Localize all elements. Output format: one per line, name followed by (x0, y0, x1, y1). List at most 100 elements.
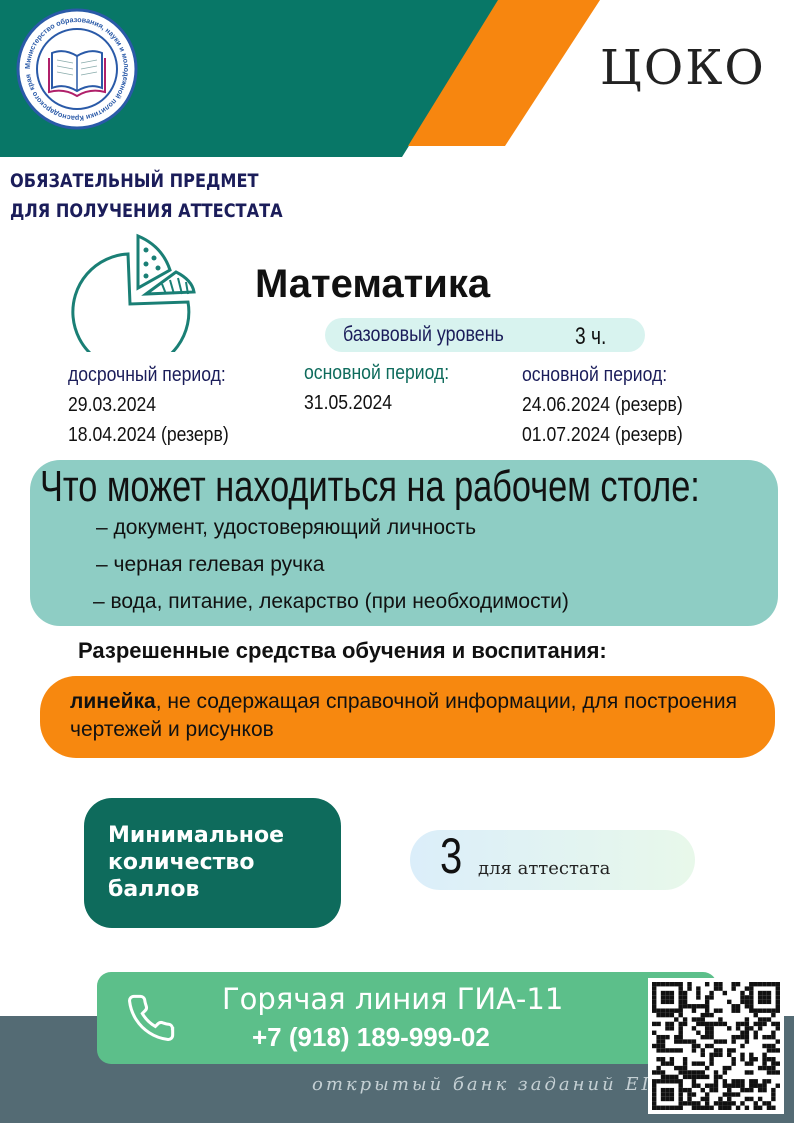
qr-module (669, 1048, 675, 1053)
book-icon (48, 50, 106, 98)
qr-module (757, 1021, 763, 1027)
level-badge: базововый уровень 3 ч. (325, 318, 645, 352)
heading-line2: ДЛЯ ПОЛУЧЕНИЯ АТТЕСТАТА (10, 200, 283, 222)
qr-module (735, 982, 741, 987)
qr-module (691, 1101, 697, 1106)
qr-module (665, 1074, 670, 1080)
min-label-line: баллов (108, 877, 200, 902)
qr-module (713, 1021, 719, 1027)
qr-module (678, 1101, 683, 1106)
qr-module (691, 1008, 697, 1013)
qr-module (709, 1052, 714, 1058)
qr-module (674, 1034, 679, 1040)
qr-module (731, 1083, 736, 1088)
qr-module (700, 1017, 705, 1022)
qr-module (775, 990, 780, 996)
min-label-line: количество (108, 850, 255, 875)
qr-module (656, 1065, 661, 1071)
qr-module (669, 999, 675, 1005)
qr-module (700, 1052, 705, 1058)
qr-module (700, 1021, 705, 1027)
qr-module (718, 1101, 723, 1106)
qr-module (718, 986, 723, 991)
qr-module (652, 1092, 657, 1097)
desk-item: – вода, питание, лекарство (при необходи… (93, 590, 569, 613)
qr-module (660, 1034, 666, 1040)
qr-module (762, 1057, 767, 1062)
qr-module (731, 1061, 736, 1066)
period-date: 29.03.2024 (68, 394, 157, 416)
qr-module (713, 1052, 719, 1058)
qr-module (709, 1061, 714, 1066)
qr-module (713, 986, 719, 991)
qr-module (749, 1070, 754, 1075)
qr-module (682, 990, 688, 996)
qr-module (700, 1087, 705, 1093)
qr-module (656, 1012, 661, 1018)
qr-module (660, 1096, 666, 1102)
score-box (410, 830, 695, 890)
qr-module (713, 1087, 719, 1093)
qr-module (674, 1048, 679, 1053)
qr-module (656, 1021, 661, 1027)
qr-module (678, 1034, 683, 1040)
qr-module (753, 1021, 758, 1027)
qr-module (722, 1092, 728, 1097)
qr-module (727, 1052, 732, 1058)
qr-module (727, 1065, 732, 1071)
qr-module (656, 1105, 661, 1110)
qr-module (749, 1057, 754, 1062)
qr-module (775, 1008, 780, 1013)
qr-module (660, 1079, 666, 1084)
qr-module (669, 1105, 675, 1110)
qr-module (771, 1021, 776, 1027)
qr-code[interactable] (648, 978, 784, 1114)
qr-module (682, 1039, 688, 1044)
qr-module (652, 982, 657, 987)
qr-module (735, 1105, 741, 1110)
qr-module (775, 1004, 780, 1009)
qr-module (749, 1052, 754, 1058)
qr-module (735, 1092, 741, 1097)
qr-module (678, 1096, 683, 1102)
qr-module (687, 986, 692, 991)
qr-module (674, 1079, 679, 1084)
qr-module (704, 1026, 710, 1031)
qr-module (652, 1079, 657, 1084)
qr-module (749, 1008, 754, 1013)
qr-module (665, 1034, 670, 1040)
qr-module (682, 1070, 688, 1075)
qr-module (665, 1061, 670, 1066)
qr-module (718, 1017, 723, 1022)
min-label-line: Минимальное (108, 823, 285, 848)
allowed-item-bold: линейка (70, 690, 156, 713)
qr-module (766, 990, 772, 996)
qr-module (700, 1061, 705, 1066)
qr-module (709, 1083, 714, 1088)
qr-module (753, 1101, 758, 1106)
qr-module (709, 1057, 714, 1062)
qr-module (775, 1070, 780, 1075)
qr-module (665, 1096, 670, 1102)
qr-module (771, 1030, 776, 1035)
qr-module (771, 1034, 776, 1040)
qr-module (696, 1043, 701, 1049)
qr-module (722, 1039, 728, 1044)
qr-module (775, 1021, 780, 1027)
qr-module (669, 1008, 675, 1013)
qr-module (691, 1079, 697, 1084)
qr-module (740, 1083, 745, 1088)
qr-module (766, 982, 772, 987)
hotline-phone[interactable]: +7 (918) 189-999-02 (252, 1022, 490, 1052)
qr-module (766, 1048, 772, 1053)
qr-module (731, 982, 736, 987)
qr-module (709, 1030, 714, 1035)
qr-module (652, 1030, 657, 1035)
qr-module (687, 1074, 692, 1080)
qr-module (753, 1079, 758, 1084)
qr-module (749, 986, 754, 991)
qr-module (709, 1026, 714, 1031)
qr-module (691, 1043, 697, 1049)
allowed-box: линейка, не содержащая справочной информ… (40, 676, 775, 758)
qr-module (744, 1039, 750, 1044)
